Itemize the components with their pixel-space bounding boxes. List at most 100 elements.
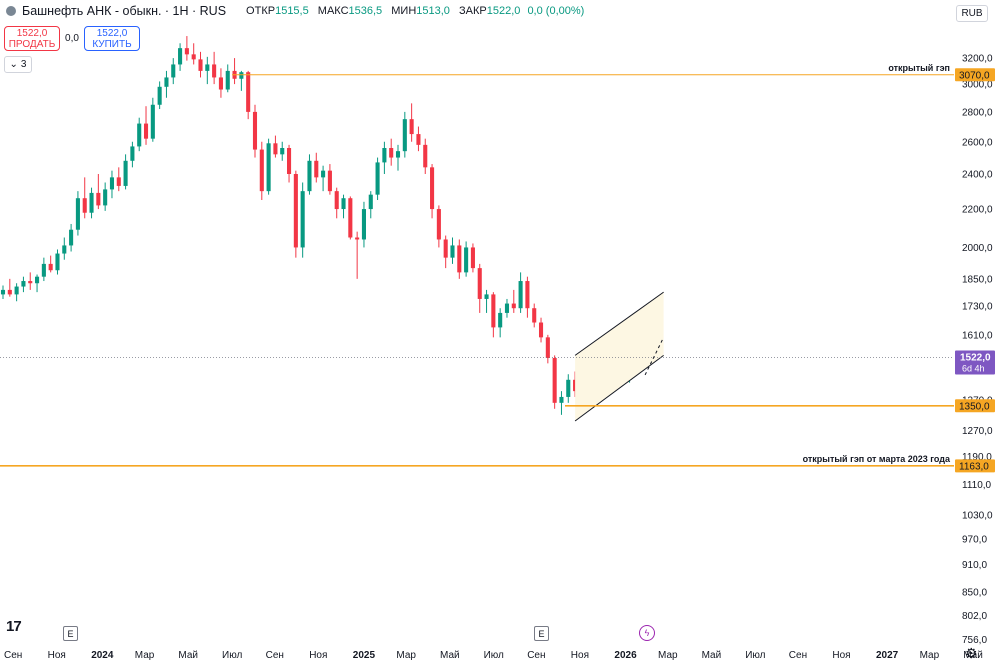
- spread-value: 0,0: [65, 33, 79, 44]
- candle-body: [266, 143, 271, 192]
- tradingview-logo-icon[interactable]: 17: [6, 618, 22, 635]
- level-price-tag: [955, 68, 995, 82]
- candle-body: [164, 77, 169, 87]
- time-axis-tick-label: Сен: [527, 650, 545, 661]
- candle-body: [252, 111, 258, 150]
- indicators-toggle[interactable]: ⌄ 3: [4, 56, 32, 73]
- candle-body: [171, 64, 176, 78]
- symbol-logo-icon: [6, 6, 16, 16]
- currency-selector[interactable]: RUB: [956, 5, 988, 22]
- candle-body: [109, 177, 115, 190]
- candle-body: [150, 104, 155, 139]
- candle-body: [477, 268, 482, 299]
- candle-body: [41, 263, 46, 277]
- sell-label: ПРОДАТЬ: [8, 38, 56, 50]
- price-axis-tick-label: 1850,0: [962, 274, 993, 285]
- time-axis-tick-label: Сен: [266, 650, 284, 661]
- time-axis-tick-label: Мар: [396, 650, 416, 661]
- candle-body: [280, 147, 285, 155]
- candle-body: [498, 312, 503, 328]
- candle-body: [62, 245, 67, 254]
- time-axis-tick-label: Сен: [789, 650, 807, 661]
- candle-body: [130, 146, 135, 161]
- sell-price: 1522,0: [16, 27, 48, 39]
- channel-upper-line: [574, 291, 664, 356]
- candle-body: [123, 160, 128, 186]
- level-price-label: 1163,0: [959, 461, 989, 472]
- candle-body: [511, 303, 516, 309]
- candle-body: [525, 281, 530, 309]
- low-value: 1513,0: [416, 5, 450, 17]
- price-axis-tick-label: 850,0: [962, 588, 987, 599]
- candle-body: [566, 379, 571, 397]
- candle-body: [21, 281, 26, 287]
- price-axis-tick-label: 1270,0: [962, 426, 993, 437]
- time-axis-tick-label: Ноя: [48, 650, 66, 661]
- candle-body: [504, 303, 510, 313]
- time-axis-tick-label: 2026: [614, 650, 637, 661]
- candle-body: [157, 86, 162, 105]
- candle-body: [293, 173, 298, 248]
- close-label: ЗАКР: [458, 5, 487, 17]
- low-label: МИН: [391, 5, 417, 17]
- buy-label: КУПИТЬ: [92, 38, 132, 50]
- candle-body: [470, 247, 475, 269]
- price-axis-tick-label: 2800,0: [962, 107, 993, 118]
- candle-body: [116, 177, 121, 186]
- time-axis-tick-label: Мар: [135, 650, 155, 661]
- candle-body: [286, 147, 292, 174]
- chevron-down-icon: ⌄: [9, 59, 18, 70]
- earnings-marker-icon[interactable]: E: [63, 626, 78, 641]
- candle-body: [143, 123, 149, 139]
- time-axis-tick-label: Мар: [658, 650, 678, 661]
- price-axis-tick-label: 1730,0: [962, 301, 993, 312]
- price-axis-tick-label: 2400,0: [962, 169, 993, 180]
- buy-button[interactable]: 1522,0 КУПИТЬ: [84, 26, 140, 51]
- candle-body: [443, 239, 448, 258]
- candle-body: [137, 123, 142, 147]
- time-axis-tick-label: Сен: [4, 650, 22, 661]
- candle-body: [184, 48, 189, 55]
- time-axis-tick-label: Июл: [484, 650, 504, 661]
- time-axis-tick-label: 2024: [91, 650, 114, 661]
- candle-body: [225, 70, 230, 90]
- price-axis-tick-label: 2000,0: [962, 243, 993, 254]
- change-value: 0,0 (0,00%): [527, 5, 585, 17]
- candle-body: [327, 170, 332, 192]
- candle-body: [259, 149, 264, 192]
- candle-body: [402, 119, 407, 152]
- high-value: 1536,5: [348, 5, 383, 17]
- price-axis-tick-label: 1030,0: [962, 510, 993, 521]
- candle-body: [409, 119, 414, 135]
- candle-body: [375, 162, 380, 195]
- time-axis-tick-label: Ноя: [571, 650, 589, 661]
- sell-button[interactable]: 1522,0 ПРОДАТЬ: [4, 26, 60, 51]
- candle-body: [273, 143, 278, 155]
- time-axis-tick-label: Ноя: [309, 650, 327, 661]
- price-axis-tick-label: 2200,0: [962, 205, 993, 216]
- earnings-marker-icon[interactable]: E: [534, 626, 549, 641]
- candle-body: [55, 253, 60, 271]
- candle-body: [48, 263, 53, 271]
- time-axis-tick-label: Май: [702, 650, 722, 661]
- time-axis-tick-label: Мар: [920, 650, 940, 661]
- candle-body: [307, 160, 312, 192]
- candle-body: [89, 192, 94, 213]
- candle-body: [341, 198, 346, 210]
- gear-icon[interactable]: ⚙: [965, 645, 978, 661]
- price-axis-tick-label: 2600,0: [962, 137, 993, 148]
- price-axis-tick-label: 1110,0: [962, 480, 992, 491]
- candle-body: [212, 64, 217, 78]
- lightning-event-icon[interactable]: ϟ: [639, 625, 655, 641]
- candle-body: [430, 167, 435, 210]
- symbol-title[interactable]: Башнефть АНК - обыкн. · 1H · RUS: [22, 4, 227, 18]
- time-axis-tick-label: Май: [440, 650, 460, 661]
- candle-body: [450, 245, 455, 258]
- channel-lower-line: [574, 354, 664, 422]
- candle-body: [75, 198, 80, 230]
- candle-body: [382, 147, 387, 163]
- last-price-label: 1522,0: [960, 352, 991, 363]
- candle-body: [423, 144, 428, 168]
- candle-body: [239, 72, 244, 79]
